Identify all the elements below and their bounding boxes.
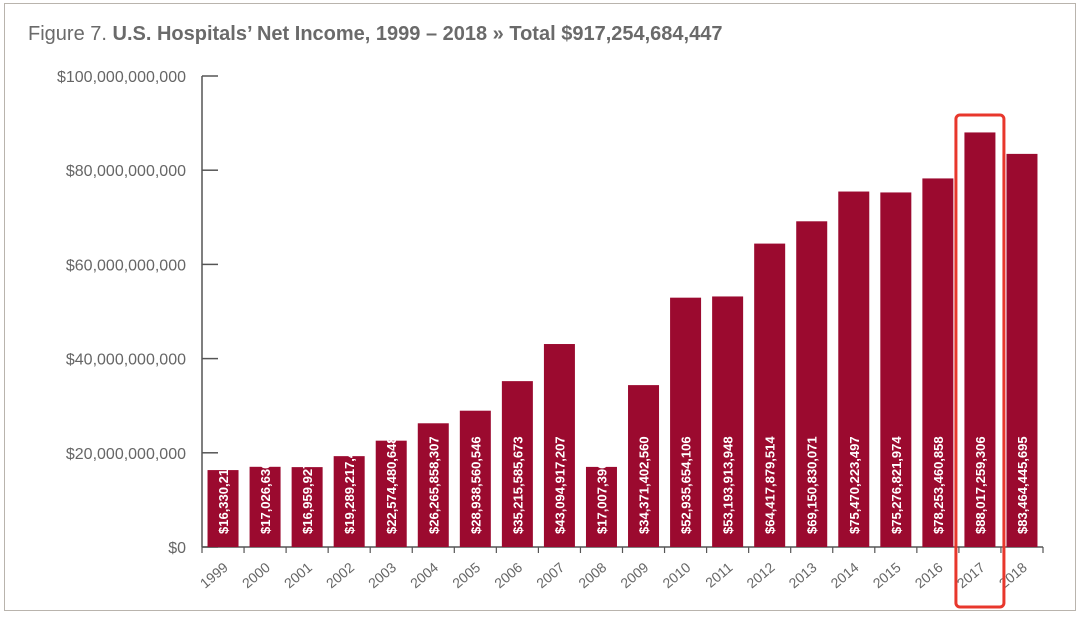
highlight-group xyxy=(954,113,1006,609)
x-tick-label: 2007 xyxy=(533,559,567,591)
bar-value-label: $17,026,636,623 xyxy=(258,436,273,534)
bar-value-label: $34,371,402,560 xyxy=(637,436,652,534)
bar-2009 xyxy=(628,385,660,547)
x-tick-label: 2018 xyxy=(996,559,1030,591)
bar-2016 xyxy=(922,178,954,547)
y-tick-label: $60,000,000,000 xyxy=(66,257,186,274)
bar-2011 xyxy=(712,296,744,547)
x-tick-label: 2003 xyxy=(365,559,399,591)
bar-1999 xyxy=(207,470,239,547)
bar-2003 xyxy=(375,440,407,547)
bar-value-label: $53,193,913,948 xyxy=(721,436,736,534)
bar-2008 xyxy=(585,466,617,547)
bar-value-label: $83,464,445,695 xyxy=(1015,436,1030,534)
bar-value-label: $22,574,480,648 xyxy=(384,436,399,534)
bar-value-label: $17,007,396,838 xyxy=(594,436,609,534)
bar-2004 xyxy=(417,423,449,547)
x-tick-label: 2012 xyxy=(743,559,777,591)
axes: $0 $20,000,000,000 $40,000,000,000 $60,000,… xyxy=(57,69,1044,557)
bar-value-label: $43,094,917,207 xyxy=(552,436,567,534)
bar-value-label: $28,938,560,546 xyxy=(468,436,483,534)
bar-2018 xyxy=(1006,153,1038,548)
chart-title: Figure 7. U.S. Hospitals’ Net Income, 19… xyxy=(28,20,722,48)
bar-2015 xyxy=(880,192,912,547)
bar-value-label: $88,017,259,306 xyxy=(973,436,988,534)
x-tick-label: 2009 xyxy=(617,559,651,591)
bar-2007 xyxy=(543,344,575,547)
bar-2012 xyxy=(754,243,786,547)
bar-2000 xyxy=(249,466,281,547)
y-tick-label: $80,000,000,000 xyxy=(66,163,186,180)
bar-value-label: $64,417,879,514 xyxy=(763,436,778,534)
x-tick-label: 2016 xyxy=(912,559,946,591)
chart-title-text: U.S. Hospitals’ Net Income, 1999 – 2018 … xyxy=(112,23,723,45)
x-tick-label: 2002 xyxy=(323,559,357,591)
bar-2005 xyxy=(459,410,491,547)
x-tick-label: 2015 xyxy=(870,559,904,591)
bar-value-label: $75,470,223,497 xyxy=(847,436,862,534)
highlight-box xyxy=(954,113,1006,609)
bars: $16,330,211,770 $17,026,636,623 $16,959,92… xyxy=(207,132,1038,548)
y-tick-label: $20,000,000,000 xyxy=(66,446,186,463)
bar-2013 xyxy=(796,221,828,547)
x-tick-label: 2006 xyxy=(491,559,525,591)
bar-value-label: $69,150,830,071 xyxy=(805,436,820,534)
bar-value-label: $19,289,217,479 xyxy=(342,436,357,534)
figure-number: Figure 7. xyxy=(28,23,107,45)
bar-value-label: $26,265,858,307 xyxy=(426,436,441,534)
x-tick-label: 2000 xyxy=(239,559,273,591)
bar-value-label: $16,330,211,770 xyxy=(216,437,231,534)
bar-value-label: $35,215,585,673 xyxy=(510,436,525,534)
bar-value-label: $52,935,654,106 xyxy=(679,436,694,534)
bar-2014 xyxy=(838,191,870,547)
x-tick-label: 2014 xyxy=(828,559,862,591)
x-tick-label: 2001 xyxy=(281,559,315,591)
x-tick-label: 2013 xyxy=(786,559,820,591)
bar-value-label: $75,276,821,974 xyxy=(889,436,904,534)
x-tick-label: 2017 xyxy=(954,559,988,591)
x-tick-label: 2005 xyxy=(449,559,483,591)
x-tick-label: 2008 xyxy=(575,559,609,591)
bar-2017 xyxy=(964,132,996,547)
bar-value-label: $78,253,460,858 xyxy=(931,436,946,534)
bar-2010 xyxy=(670,297,702,547)
bar-2001 xyxy=(291,467,323,547)
x-axis-labels: 1999 2000 2001 2002 2003 2004 2005 2006 2007 2008… xyxy=(197,559,1030,591)
x-tick-label: 2011 xyxy=(702,559,736,591)
x-tick-label: 1999 xyxy=(197,559,231,591)
bar-2002 xyxy=(333,456,365,547)
bar-value-label: $16,959,927,827 xyxy=(300,436,315,534)
bar-2006 xyxy=(501,381,533,547)
x-tick-label: 2010 xyxy=(659,559,693,591)
y-tick-label: $0 xyxy=(168,540,186,557)
x-tick-label: 2004 xyxy=(407,559,441,591)
y-tick-label: $100,000,000,000 xyxy=(57,69,186,86)
y-tick-label: $40,000,000,000 xyxy=(66,352,186,369)
